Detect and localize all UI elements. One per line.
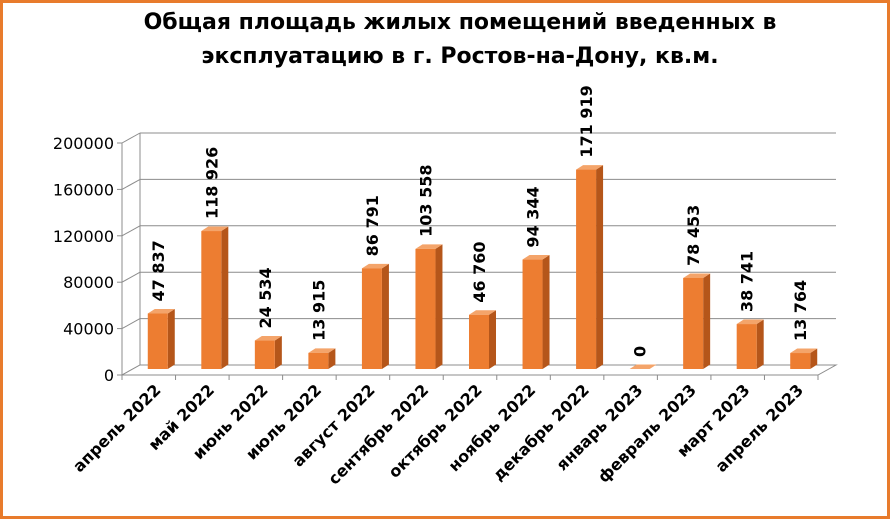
data-label: 24 534 [256,267,275,328]
bar-top [254,336,282,341]
y-tick-label: 120000 [53,227,114,246]
bar-side [489,310,496,369]
data-label: 46 760 [470,242,489,303]
bar-side [756,319,764,369]
bar [469,310,496,369]
bar-top [522,255,550,260]
x-tick-label: февраль 2023 [594,380,700,486]
bar-front [254,340,275,369]
bar [736,319,764,369]
gridline-side [121,271,141,283]
bar [576,165,604,369]
data-label: 13 915 [309,280,328,341]
bar-side [703,273,711,369]
bar [254,336,282,369]
gridline-side [121,132,141,144]
chart-title: Общая площадь жилых помещений введенных … [60,6,860,74]
y-tick-label: 160000 [53,180,114,199]
y-axis: 0 40000 80000 120000 160000 200000 [53,134,123,385]
bar-top [201,226,229,232]
bar-top [361,263,389,269]
gridline-side [121,318,141,330]
bar [308,348,336,369]
data-labels: 47 837 118 926 24 534 13 915 86 791 103 558 46… [149,85,810,357]
bar-side [596,165,604,369]
bar [201,226,229,369]
bar-top [736,319,764,325]
bar-side [328,348,336,369]
bar-top [683,273,711,278]
bar-side [435,244,443,369]
bar-front [790,353,811,369]
x-tick-label: апрель 2022 [69,380,165,476]
bars [147,165,818,369]
data-label: 0 [631,346,650,357]
data-label: 86 791 [363,195,382,256]
bar-front [736,324,757,369]
data-label: 47 837 [149,240,168,301]
data-label: 78 453 [684,205,703,266]
bar [522,255,550,369]
x-tick-label: октябрь 2022 [385,380,486,481]
bar-side [221,226,229,369]
bar [361,263,389,369]
bar [683,273,711,369]
x-tick-label: декабрь 2022 [489,380,593,484]
bar-top [576,165,604,170]
chart-title-line-1: Общая площадь жилых помещений введенных … [143,10,777,35]
bar [790,348,818,369]
data-label: 171 919 [577,85,596,157]
data-label: 13 764 [791,280,810,341]
bar [415,244,443,369]
bar-front [469,314,489,369]
bar-front [361,268,382,369]
gridline-side [121,178,141,190]
bar-side [810,348,818,369]
bar-top [147,309,175,314]
bar [629,364,657,369]
y-tick-label: 200000 [53,134,114,153]
bar-side [381,263,389,369]
bar-side [167,309,175,369]
data-label: 103 558 [416,164,435,236]
bar-top [469,310,496,315]
bar-top [629,364,657,369]
data-label: 118 926 [202,147,221,219]
bar-side [274,336,282,369]
x-tick-label: сентябрь 2022 [324,380,432,488]
bar-front [576,169,597,369]
bar-side [542,255,550,369]
gridline-side [121,225,141,237]
bar-front [308,352,329,369]
bar-front [201,231,222,369]
bar-front [415,248,436,369]
data-label: 94 344 [524,186,543,247]
bar-front [683,277,704,369]
y-tick-label: 80000 [63,273,114,292]
bar [147,309,175,369]
y-tick-label: 0 [104,366,114,385]
bar-top [415,244,443,249]
bar-top [308,348,336,353]
bar-top [790,348,818,354]
data-label: 38 741 [738,251,757,312]
chart-title-line-2: эксплуатацию в г. Ростов-на-Дону, кв.м. [201,44,719,69]
bar-front [522,259,543,369]
bar-front [147,313,168,369]
y-tick-label: 40000 [63,320,114,339]
